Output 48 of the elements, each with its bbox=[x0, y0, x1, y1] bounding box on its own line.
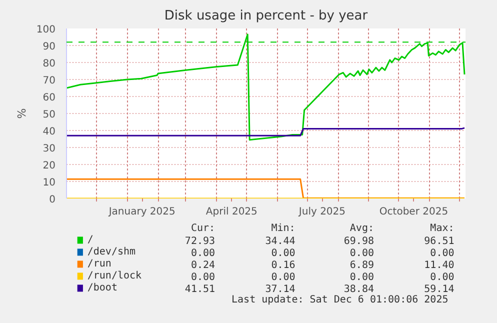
y-tick-label: 70 bbox=[42, 76, 56, 86]
text: 38.84 bbox=[344, 284, 374, 296]
text: 41.51 bbox=[184, 284, 216, 296]
text: Min: bbox=[271, 223, 296, 234]
text: 96.51 bbox=[424, 236, 454, 248]
text: 59.14 bbox=[424, 284, 454, 296]
text: 6.89 bbox=[350, 260, 374, 272]
x-tick-label: October 2025 bbox=[379, 206, 448, 218]
text: Cur: bbox=[190, 223, 216, 234]
y-tick-label: 30 bbox=[42, 144, 56, 154]
chart-title: Disk usage in percent - by year bbox=[164, 8, 368, 24]
text: 0.00 bbox=[271, 272, 296, 284]
y-tick-label: 20 bbox=[42, 160, 56, 172]
y-tick-label: 0 bbox=[49, 194, 56, 206]
line-series bbox=[66, 34, 466, 141]
legend-label: / bbox=[87, 234, 94, 246]
x-tick-label: April 2025 bbox=[206, 206, 258, 218]
text: 0.00 bbox=[190, 272, 216, 284]
text: Avg: bbox=[350, 223, 374, 234]
legend-label: /run/lock bbox=[87, 270, 142, 282]
text: 0.24 bbox=[190, 260, 216, 272]
y-tick-label: 90 bbox=[42, 42, 56, 52]
text: 0.00 bbox=[190, 248, 216, 260]
text: 0.00 bbox=[430, 248, 454, 260]
text: 34.44 bbox=[265, 236, 296, 248]
y-tick-label: 50 bbox=[42, 110, 56, 120]
text: 37.14 bbox=[265, 284, 296, 296]
y-tick-label: 60 bbox=[42, 92, 56, 104]
legend-label: /run bbox=[87, 258, 112, 270]
legend-label: /dev/shm bbox=[87, 246, 136, 258]
x-tick-label: January 2025 bbox=[108, 206, 176, 218]
x-tick-label: July 2025 bbox=[298, 206, 346, 218]
text: 69.98 bbox=[344, 236, 374, 248]
y-tick-label: 10 bbox=[42, 178, 56, 188]
text: 0.00 bbox=[350, 248, 374, 260]
legend-label: /boot bbox=[87, 282, 118, 294]
text: 0.00 bbox=[271, 248, 296, 260]
text: 0.00 bbox=[350, 272, 374, 284]
text: 0.00 bbox=[430, 272, 454, 284]
y-tick-label: 80 bbox=[42, 58, 56, 70]
text: 0.16 bbox=[271, 260, 296, 272]
y-tick-label: 100 bbox=[36, 24, 56, 36]
text: Max: bbox=[430, 223, 454, 234]
y-axis-title: % bbox=[15, 108, 28, 119]
text: 11.40 bbox=[424, 260, 454, 272]
y-tick-label: 40 bbox=[42, 126, 56, 138]
text: Last update: Sat Dec 6 01:00:06 2025 bbox=[232, 294, 448, 306]
text: 72.93 bbox=[184, 236, 216, 248]
